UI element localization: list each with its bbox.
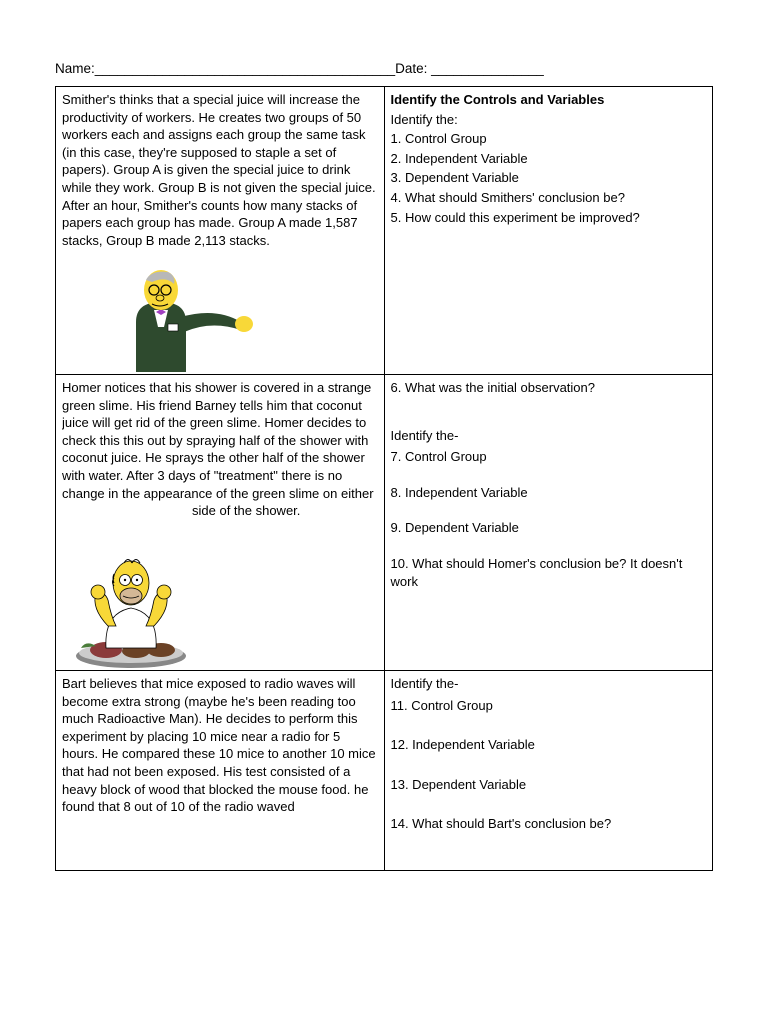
question-title: Identify the Controls and Variables (391, 91, 707, 109)
questions-cell-3: Identify the- 11. Control Group 12. Inde… (384, 671, 713, 871)
question-item: 4. What should Smithers' conclusion be? (391, 189, 707, 207)
worksheet-header: Name:___________________________________… (55, 60, 713, 78)
questions-cell-1: Identify the Controls and Variables Iden… (384, 87, 713, 375)
homer-icon (56, 538, 206, 668)
date-label: Date: (395, 61, 427, 76)
question-item: 14. What should Bart's conclusion be? (391, 815, 707, 833)
smithers-icon (96, 262, 266, 372)
questions-cell-2: 6. What was the initial observation? Ide… (384, 375, 713, 671)
table-row: Homer notices that his shower is covered… (56, 375, 713, 671)
question-item: 1. Control Group (391, 130, 707, 148)
scenario-cell-homer: Homer notices that his shower is covered… (56, 375, 385, 671)
table-row: Bart believes that mice exposed to radio… (56, 671, 713, 871)
question-item: 7. Control Group (391, 448, 707, 466)
name-label: Name: (55, 61, 95, 76)
question-item: 11. Control Group (391, 697, 707, 715)
scenario-text-a: Homer notices that his shower is covered… (62, 380, 371, 500)
table-row: Smither's thinks that a special juice wi… (56, 87, 713, 375)
question-item: 9. Dependent Variable (391, 519, 707, 537)
date-blank: _______________ (431, 61, 544, 76)
scenario-cell-bart: Bart believes that mice exposed to radio… (56, 671, 385, 871)
scenario-text-wrap: Homer notices that his shower is covered… (62, 379, 378, 538)
scenario-text: Smither's thinks that a special juice wi… (62, 91, 378, 249)
question-item: 13. Dependent Variable (391, 776, 707, 794)
question-item: 2. Independent Variable (391, 150, 707, 168)
scenario-cell-smithers: Smither's thinks that a special juice wi… (56, 87, 385, 375)
question-sub: Identify the- (391, 675, 707, 693)
question-item: 5. How could this experiment be improved… (391, 209, 707, 227)
question-item: 10. What should Homer's conclusion be? I… (391, 555, 707, 590)
question-item: 8. Independent Variable (391, 484, 707, 502)
question-item: 12. Independent Variable (391, 736, 707, 754)
question-item: 6. What was the initial observation? (391, 379, 707, 397)
question-item: 3. Dependent Variable (391, 169, 707, 187)
text-indent-spacer (62, 502, 192, 538)
question-sub: Identify the: (391, 111, 707, 129)
scenario-text: Bart believes that mice exposed to radio… (62, 675, 378, 815)
name-blank: ________________________________________ (95, 61, 395, 76)
worksheet-table: Smither's thinks that a special juice wi… (55, 86, 713, 871)
question-sub: Identify the- (391, 427, 707, 445)
